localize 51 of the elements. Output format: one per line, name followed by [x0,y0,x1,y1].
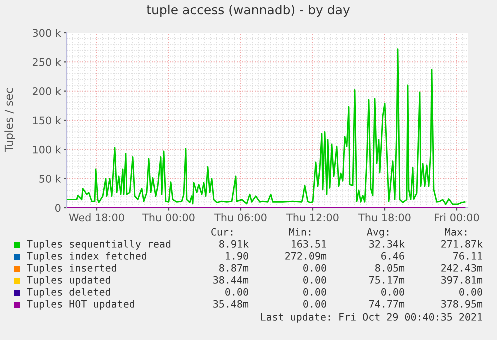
x-tick-label: Thu 12:00 [286,214,339,222]
x-tick-label: Wed 18:00 [69,214,124,222]
y-tick-label: 0 [56,204,61,212]
text: 8.87m [220,264,249,272]
x-tick-label: Thu 00:00 [142,214,195,222]
text: 163.51 [292,240,326,248]
line-series [67,48,466,206]
legend-label: Tuples inserted [27,264,116,274]
text: Max: [445,228,467,236]
text: 8.05m [376,264,405,272]
text: 0.00 [460,288,482,296]
text: 6.46 [382,252,404,260]
text: 0.00 [382,288,404,296]
text: 0.00 [304,276,326,284]
text: 35.48m [214,300,249,308]
text: Cur: [212,228,233,236]
y-tick-label: 100 k [33,146,62,154]
legend-label: Tuples index fetched [27,252,146,262]
text: Min: [289,228,311,236]
x-tick-label: Thu 18:00 [358,214,411,222]
legend-label: Tuples deleted [27,288,110,298]
text: 0.00 [304,288,326,296]
text: 75.17m [370,276,405,284]
text: 38.44m [214,276,249,284]
legend-label: Tuples sequentially read [27,240,171,250]
text: 74.77m [370,300,405,308]
text: 0.00 [304,300,326,308]
text: 1.90 [226,252,248,260]
y-tick-label: 300 k [33,29,62,38]
text: 0.00 [304,264,326,272]
text: 242.43m [442,264,483,272]
text: Avg: [367,228,389,238]
text: 397.81m [442,276,483,284]
y-tick-label: 150 k [33,116,62,125]
x-tick-label: Fri 00:00 [435,214,480,222]
text: 76.11 [454,252,482,260]
y-tick-label: 200 k [32,87,62,96]
text: 378.95m [442,300,483,308]
y-tick-label: 250 k [32,58,62,66]
text: Last update: Fri Oct 29 00:40:35 2021 [261,313,482,323]
chart-title: tuple access (wannadb) - by day [146,4,350,18]
text: 32.34k [370,240,405,248]
text: 8.91k [220,240,249,248]
legend-label: Tuples HOT updated [27,300,134,310]
legend-label: Tuples updated [27,276,110,286]
y-axis-title: Tuples / sec [4,88,16,152]
text: 271.87k [442,240,483,248]
text: 272.09m [286,252,327,260]
y-tick-label: 50 k [40,174,62,183]
text: 0.00 [226,288,248,296]
x-tick-label: Thu 06:00 [214,214,267,222]
